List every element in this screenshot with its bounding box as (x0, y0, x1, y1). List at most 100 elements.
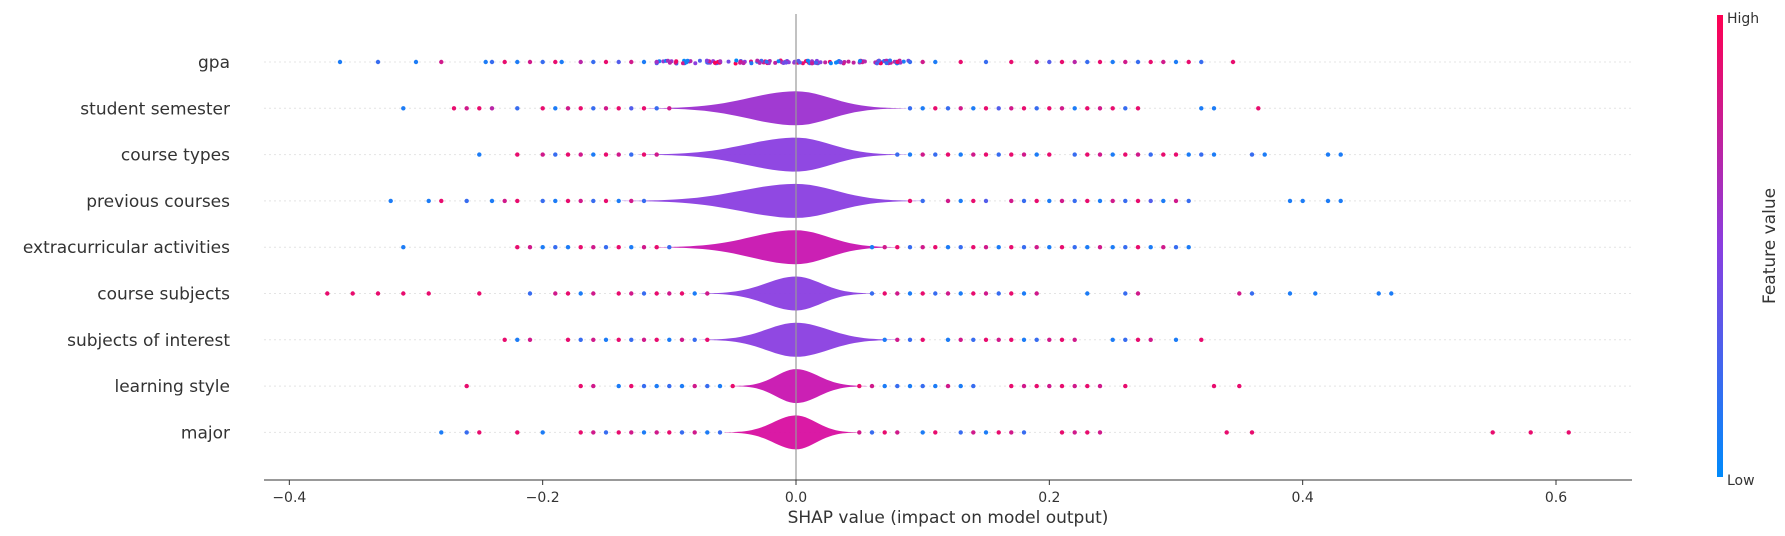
shap-point (741, 61, 746, 66)
shap-point (1009, 245, 1014, 250)
shap-point (958, 291, 963, 296)
shap-point (629, 430, 634, 435)
shap-point (641, 430, 647, 435)
shap-point (679, 430, 685, 435)
shap-point (1110, 106, 1115, 111)
shap-point (907, 152, 913, 157)
shap-point (654, 59, 659, 65)
shap-point (654, 383, 659, 389)
shap-point (857, 383, 862, 389)
shap-point (901, 59, 906, 64)
shap-point (553, 152, 558, 157)
shap-point (884, 61, 889, 66)
feature-row (264, 369, 1632, 404)
shap-point (983, 337, 989, 342)
shap-point (958, 106, 963, 111)
shap-point (958, 152, 963, 157)
x-tick-label: −0.2 (526, 490, 560, 506)
shap-point (401, 291, 406, 296)
shap-point (823, 60, 828, 65)
shap-point (667, 430, 672, 435)
shap-point (1123, 152, 1128, 157)
shap-point (350, 291, 355, 296)
shap-point (489, 198, 495, 204)
shap-point (784, 60, 789, 65)
x-tick-label: 0.2 (1038, 490, 1060, 506)
shap-point (616, 291, 621, 296)
feature-row (264, 183, 1632, 218)
shap-point (616, 106, 621, 111)
colorbar-title: Feature value (1760, 188, 1780, 304)
shap-point (641, 198, 647, 204)
shap-point (401, 245, 406, 250)
shap-point (1059, 337, 1065, 342)
shap-point (806, 58, 810, 63)
shap-point (1173, 337, 1179, 342)
shap-point (983, 106, 989, 111)
shap-point (1009, 59, 1014, 65)
shap-point (1072, 245, 1077, 250)
shap-point (629, 198, 634, 204)
shap-point (1338, 198, 1343, 204)
shap-point (983, 245, 989, 250)
shap-point (591, 106, 596, 111)
shap-point (451, 106, 457, 111)
shap-point (692, 430, 697, 435)
shap-point (641, 106, 647, 111)
shap-point (920, 245, 925, 250)
colorbar (1717, 15, 1723, 477)
shap-point (527, 245, 533, 250)
feature-label: major (181, 423, 230, 443)
shap-point (591, 383, 596, 389)
shap-point (1047, 383, 1052, 389)
shap-point (907, 291, 913, 296)
shap-point (828, 61, 833, 66)
shap-point (958, 383, 963, 389)
shap-point (603, 106, 609, 111)
shap-point (1021, 430, 1027, 435)
shap-point (591, 337, 596, 342)
shap-point (1085, 245, 1090, 250)
shap-point (996, 337, 1001, 342)
shap-point (502, 59, 507, 65)
shap-point (1085, 198, 1090, 204)
shap-point (426, 198, 431, 204)
shap-point (629, 106, 634, 111)
shap-point (591, 198, 596, 204)
shap-point (1110, 245, 1115, 250)
shap-point (1072, 430, 1077, 435)
shap-point (882, 291, 887, 296)
shap-point (667, 106, 672, 111)
shap-point (565, 106, 571, 111)
shap-point (616, 152, 621, 157)
shap-point (629, 245, 634, 250)
shap-point (674, 59, 679, 64)
violin-shape (637, 137, 907, 172)
shap-point (1135, 106, 1141, 111)
shap-point (875, 61, 879, 66)
shap-point (603, 152, 609, 157)
shap-point (1110, 198, 1115, 204)
shap-point (958, 245, 963, 250)
violin-shape (653, 230, 899, 265)
x-tick-label: 0.0 (785, 490, 807, 506)
shap-point (846, 59, 851, 64)
shap-point (958, 430, 963, 435)
shap-point (717, 430, 723, 435)
shap-point (641, 245, 647, 250)
shap-point (983, 152, 989, 157)
shap-point (705, 337, 710, 342)
shap-point (945, 106, 951, 111)
shap-point (933, 245, 938, 250)
shap-point (1173, 152, 1179, 157)
shap-point (1097, 152, 1103, 157)
shap-point (705, 291, 710, 296)
shap-point (958, 59, 963, 65)
shap-point (681, 61, 685, 66)
shap-point (1059, 245, 1065, 250)
shap-point (559, 59, 564, 65)
shap-point (515, 198, 520, 204)
shap-point (1097, 59, 1103, 65)
shap-point (907, 106, 913, 111)
shap-point (718, 59, 723, 64)
